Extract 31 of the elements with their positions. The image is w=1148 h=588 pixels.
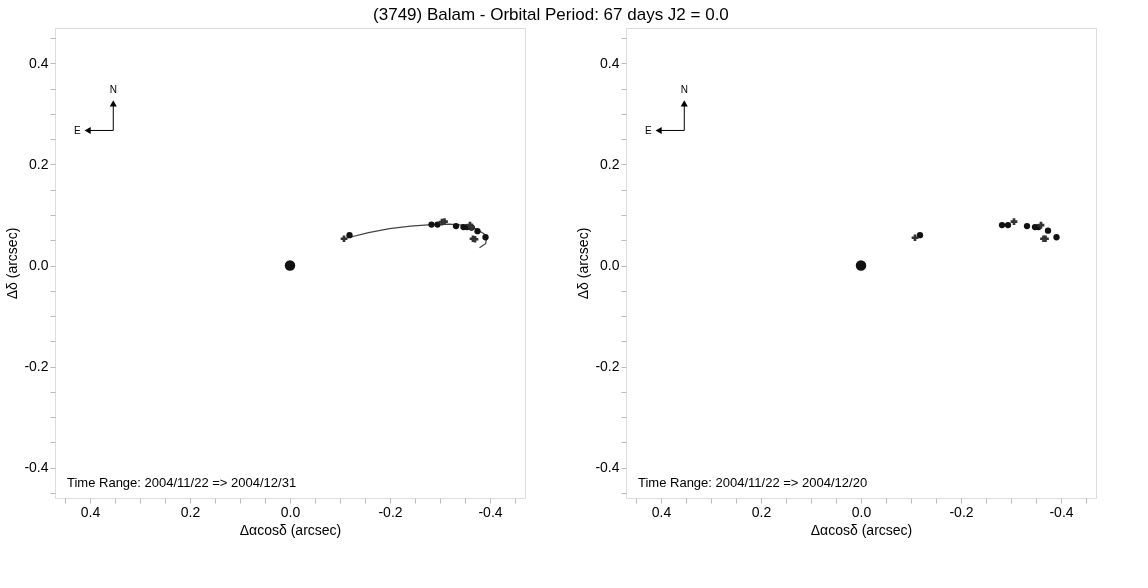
x-tick-label: 0.0: [851, 503, 872, 520]
annotation: E: [73, 125, 81, 137]
y-axis-title: Δδ (arcsec): [575, 227, 592, 300]
x-tick-label: 0.2: [180, 503, 201, 520]
y-tick-label: -0.2: [24, 358, 49, 375]
y-tick-label: 0.0: [29, 257, 49, 274]
y-tick-label: 0.0: [600, 257, 620, 274]
x-axis-title: Δαcosδ (arcsec): [239, 521, 342, 538]
x-tick-label: -0.2: [949, 503, 974, 520]
x-tick-label: -0.4: [478, 503, 503, 520]
y-tick-label: 0.2: [29, 155, 49, 172]
x-tick-label: 0.0: [280, 503, 301, 520]
annotation: N: [109, 84, 117, 96]
y-tick-label: 0.2: [600, 155, 620, 172]
y-tick-label: -0.2: [595, 358, 620, 375]
y-tick-label: -0.4: [595, 459, 620, 476]
x-tick-label: -0.4: [1049, 503, 1074, 520]
annotation: N: [680, 84, 688, 96]
x-tick-label: 0.4: [651, 503, 672, 520]
y-tick-label: 0.4: [600, 54, 620, 71]
y-axis-title: Δδ (arcsec): [4, 227, 21, 300]
x-axis-title: Δαcosδ (arcsec): [810, 521, 913, 538]
y-tick-label: -0.4: [24, 459, 49, 476]
x-tick-label: 0.2: [751, 503, 772, 520]
y-tick-label: 0.4: [29, 54, 49, 71]
annotation: Time Range: 2004/11/22 => 2004/12/20: [638, 475, 868, 490]
x-tick-label: -0.2: [378, 503, 403, 520]
annotation: Time Range: 2004/11/22 => 2004/12/31: [67, 475, 297, 490]
x-tick-label: 0.4: [80, 503, 101, 520]
annotation: E: [644, 125, 652, 137]
chart-title: (3749) Balam - Orbital Period: 67 days J2 = 0.0: [373, 4, 729, 24]
